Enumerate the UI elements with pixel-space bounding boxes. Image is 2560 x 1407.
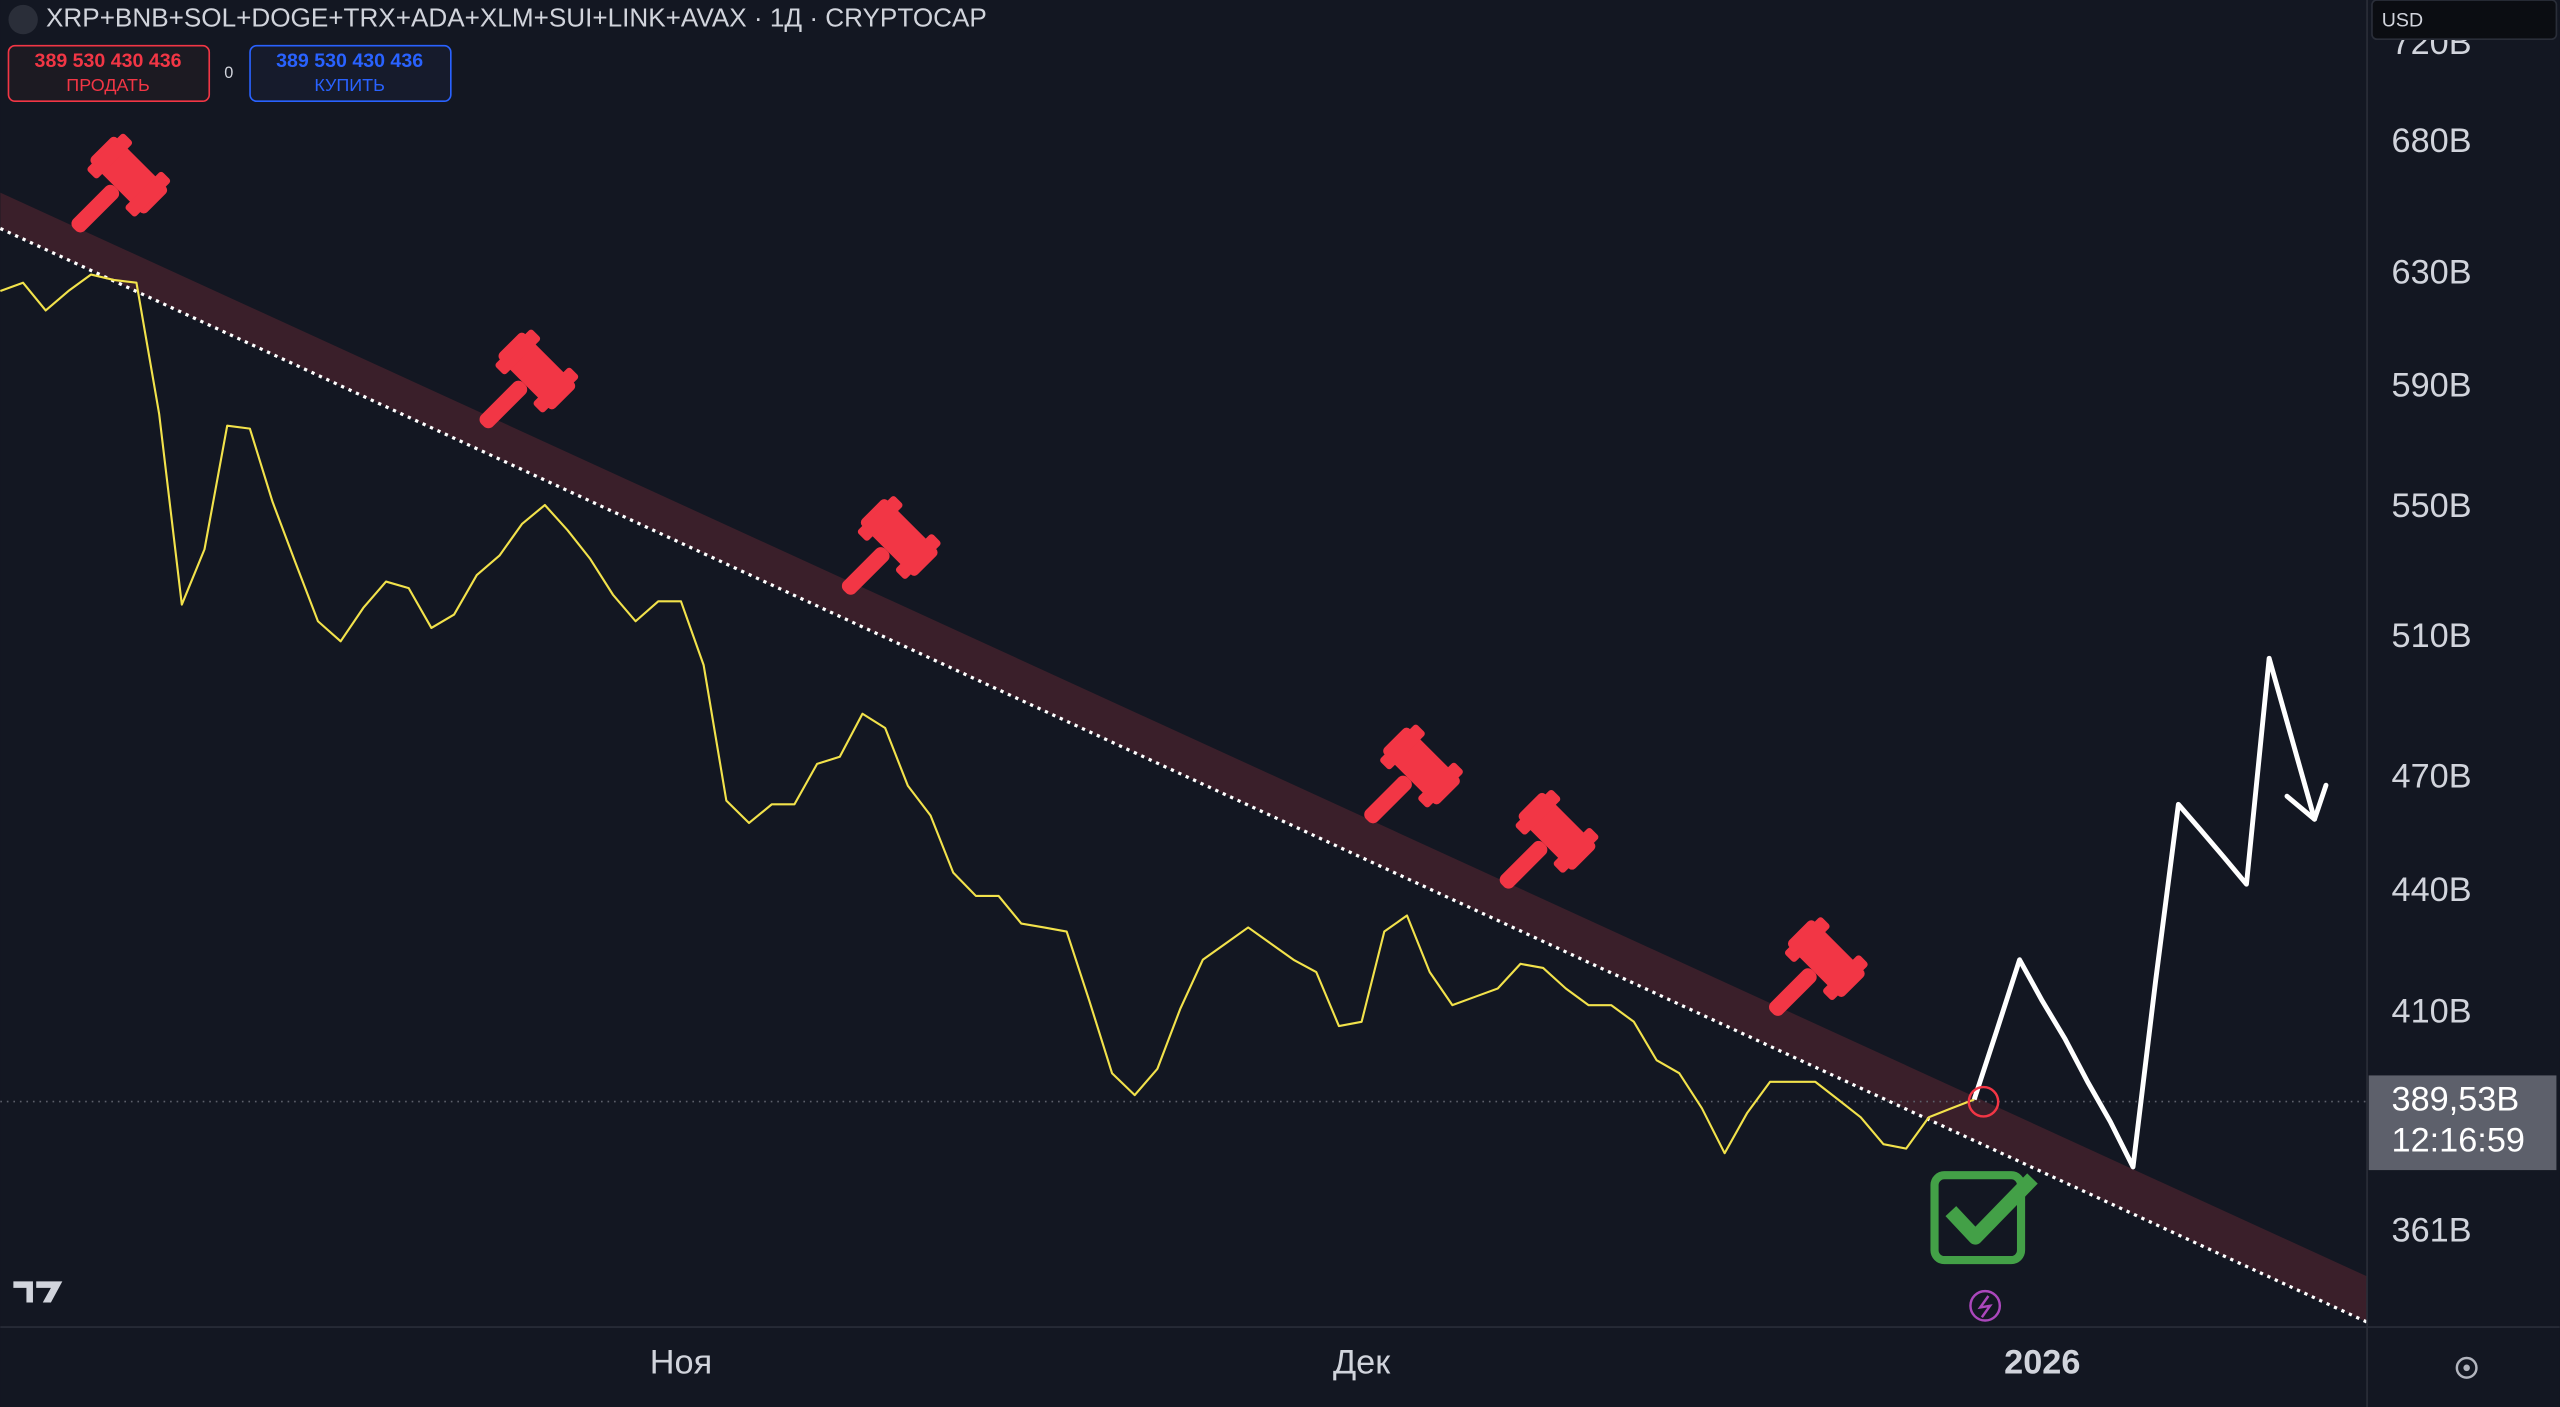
series-line — [1971, 655, 2317, 1170]
y-tick-label: 630B — [2392, 254, 2472, 292]
sell-price: 389 530 430 436 — [35, 50, 182, 72]
currency-box[interactable] — [2371, 0, 2558, 40]
x-tick-label: Дек — [1333, 1344, 1391, 1382]
breakout-marker — [1967, 1085, 2000, 1118]
price-label-box — [2368, 1075, 2557, 1171]
price-label: 389,53B — [2392, 1081, 2520, 1119]
x-tick-label: 2026 — [2004, 1344, 2080, 1382]
countdown: 12:16:59 — [2392, 1121, 2525, 1159]
symbol-logo — [8, 4, 38, 35]
sell-label: ПРОДАТЬ — [66, 75, 149, 95]
arrow-head — [2312, 782, 2329, 822]
chart-title: XRP+BNB+SOL+DOGE+TRX+ADA+XLM+SUI+LINK+AV… — [46, 2, 987, 32]
buy-price: 389 530 430 436 — [276, 50, 423, 72]
tv-logo — [13, 1281, 63, 1303]
alert-icon[interactable] — [1969, 1289, 2002, 1322]
y-tick-label: 590B — [2392, 366, 2472, 404]
y-tick-label: 410B — [2392, 992, 2472, 1030]
spread: 0 — [224, 64, 233, 82]
arrow-head — [2284, 793, 2317, 822]
y-tick-label: 470B — [2392, 758, 2472, 796]
price-axis — [2367, 0, 2560, 1407]
series-line — [0, 273, 1975, 1155]
trend-channel — [0, 192, 2368, 1323]
trend-line — [0, 227, 2368, 1324]
buy-button[interactable] — [249, 44, 452, 103]
sell-button[interactable] — [7, 44, 211, 103]
y-tick-label: 680B — [2392, 122, 2472, 160]
y-tick-label: 361B — [2392, 1211, 2472, 1249]
y-tick-label: 440B — [2392, 871, 2472, 909]
check-icon — [1930, 1171, 2038, 1265]
currency: USD — [2382, 9, 2423, 31]
settings-icon[interactable] — [2455, 1356, 2478, 1379]
y-tick-label: 550B — [2392, 487, 2472, 525]
y-tick-label: 510B — [2392, 617, 2472, 655]
buy-label: КУПИТЬ — [314, 75, 385, 95]
x-tick-label: Ноя — [650, 1344, 712, 1382]
